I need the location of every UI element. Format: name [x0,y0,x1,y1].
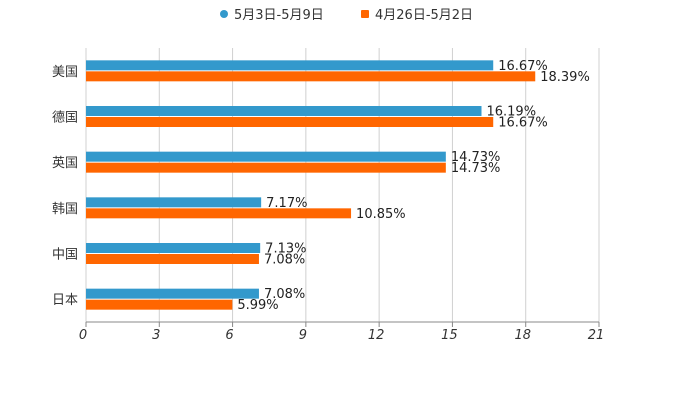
x-tick-label-0: 0 [79,328,87,343]
data-label-series-1-5: 7.08% [264,287,305,302]
data-label-series-1-4: 7.13% [265,242,306,257]
legend-label-series-2: 4月26日-5月2日 [375,8,474,23]
data-label-series-1-2: 14.73% [451,150,501,165]
category-label-3: 韩国 [52,202,78,217]
bar-series-2-0 [86,71,536,82]
x-tick-label-6: 6 [225,328,233,343]
data-label-series-2-4: 7.08% [264,253,305,268]
x-tick-label-9: 9 [299,328,307,343]
bar-series-2-4 [86,254,259,264]
bar-series-1-3 [86,197,262,208]
data-label-series-2-3: 10.85% [356,207,406,222]
x-tick-label-3: 3 [152,328,160,343]
bar-series-2-1 [86,117,494,127]
bar-series-2-3 [86,208,352,219]
category-label-0: 美国 [52,65,78,80]
bar-series-2-5 [86,299,233,310]
data-label-series-2-1: 16.67% [498,116,548,131]
legend-marker-series-2 [361,9,369,18]
legend-marker-series-1 [220,9,228,18]
category-label-5: 日本 [52,293,78,308]
bar-series-1-1 [86,106,482,116]
category-label-2: 英国 [52,156,78,171]
bar-series-1-2 [86,151,446,162]
category-label-4: 中国 [52,248,78,263]
data-label-series-1-3: 7.17% [266,196,307,211]
legend-item-series-1[interactable]: 5月3日-5月9日 [220,4,324,23]
x-tick-label-18: 18 [514,328,531,343]
data-label-series-2-0: 18.39% [540,70,590,85]
x-tick-label-21: 21 [588,328,605,343]
legend: 5月3日-5月9日 4月26日-5月2日 [0,4,700,23]
bar-series-1-5 [86,288,259,299]
bar-series-1-0 [86,60,494,71]
bar-series-1-4 [86,243,261,253]
data-label-series-2-2: 14.73% [451,161,501,176]
data-label-series-2-5: 5.99% [237,298,278,313]
bar-series-2-2 [86,162,446,173]
legend-label-series-1: 5月3日-5月9日 [234,8,324,23]
category-label-1: 德国 [52,111,78,126]
legend-item-series-2[interactable]: 4月26日-5月2日 [361,4,473,23]
data-label-series-1-0: 16.67% [498,59,548,74]
data-label-series-1-1: 16.19% [486,105,536,120]
x-tick-label-15: 15 [441,328,458,343]
x-tick-label-12: 12 [368,328,385,343]
